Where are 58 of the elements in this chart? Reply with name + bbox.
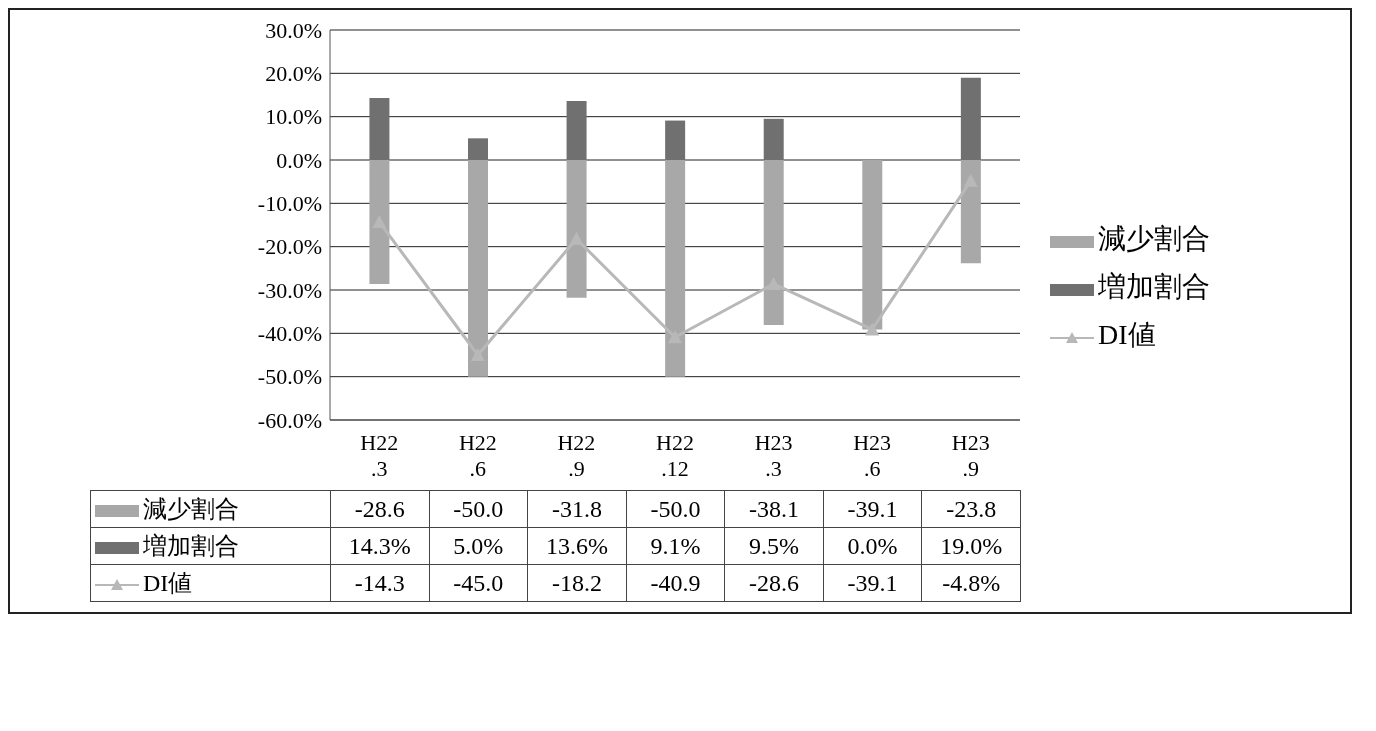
point: [865, 322, 880, 336]
legend-label: 増加割合: [1097, 270, 1210, 304]
data-label: -28.6: [724, 564, 824, 602]
x-tick-label: H23 .9: [951, 430, 990, 481]
data-label: -18.2: [527, 564, 627, 602]
data-label: -45.0: [429, 564, 528, 602]
data-label: 0.0%: [823, 527, 922, 565]
x-tick-label: H22 .9: [557, 430, 596, 481]
data-label: -4.8%: [921, 564, 1021, 602]
y-tick-label: 10.0%: [265, 104, 322, 130]
data-label: 19.0%: [921, 527, 1021, 565]
data-label: -31.8: [527, 490, 627, 528]
x-tick-label: H22 .12: [656, 430, 694, 481]
text: 減少割合: [143, 496, 239, 522]
y-tick-label: 0.0%: [276, 147, 322, 173]
bar: [566, 101, 587, 160]
data-label: -14.3: [330, 564, 430, 602]
data-label: 5.0%: [429, 527, 528, 565]
text: DI値: [143, 570, 193, 596]
data-label: -40.9: [626, 564, 725, 602]
y-tick-label: -50.0%: [257, 364, 322, 390]
data-label: 9.5%: [724, 527, 824, 565]
bar: [665, 160, 686, 377]
legend-label: 減少割合: [1097, 222, 1210, 256]
data-label: -39.1: [823, 490, 922, 528]
y-tick-label: -30.0%: [257, 277, 322, 303]
bar: [665, 120, 686, 160]
y-tick-label: -40.0%: [257, 321, 322, 347]
bar: [369, 160, 390, 284]
bar: [763, 118, 784, 160]
bar: [960, 160, 981, 264]
bar: [468, 138, 488, 160]
y-tick-label: -60.0%: [257, 407, 322, 433]
data-label: 14.3%: [330, 527, 430, 565]
x-tick-label: H22 .3: [360, 430, 399, 481]
y-tick-label: -20.0%: [257, 234, 322, 260]
text: 増加割合: [143, 533, 239, 559]
bar: [566, 160, 587, 298]
bar: [862, 160, 883, 330]
data-label: -28.6: [330, 490, 430, 528]
x-tick-label: H22 .6: [458, 430, 497, 481]
legend-label: DI値: [1097, 318, 1157, 352]
bar: [960, 77, 981, 160]
y-tick-label: -10.0%: [257, 191, 322, 217]
data-label: -23.8: [921, 490, 1021, 528]
data-label: -50.0: [626, 490, 725, 528]
x-tick-label: H23 .6: [853, 430, 892, 481]
y-tick-label: 30.0%: [265, 17, 322, 43]
data-label: -50.0: [429, 490, 528, 528]
bar: [369, 98, 390, 160]
data-label: -38.1: [724, 490, 824, 528]
data-label: 9.1%: [626, 527, 725, 565]
bar: [763, 160, 784, 326]
bar: [468, 160, 488, 377]
y-tick-label: 20.0%: [265, 61, 322, 87]
x-tick-label: H23 .3: [754, 430, 793, 481]
data-label: -39.1: [823, 564, 922, 602]
data-label: 13.6%: [527, 527, 627, 565]
